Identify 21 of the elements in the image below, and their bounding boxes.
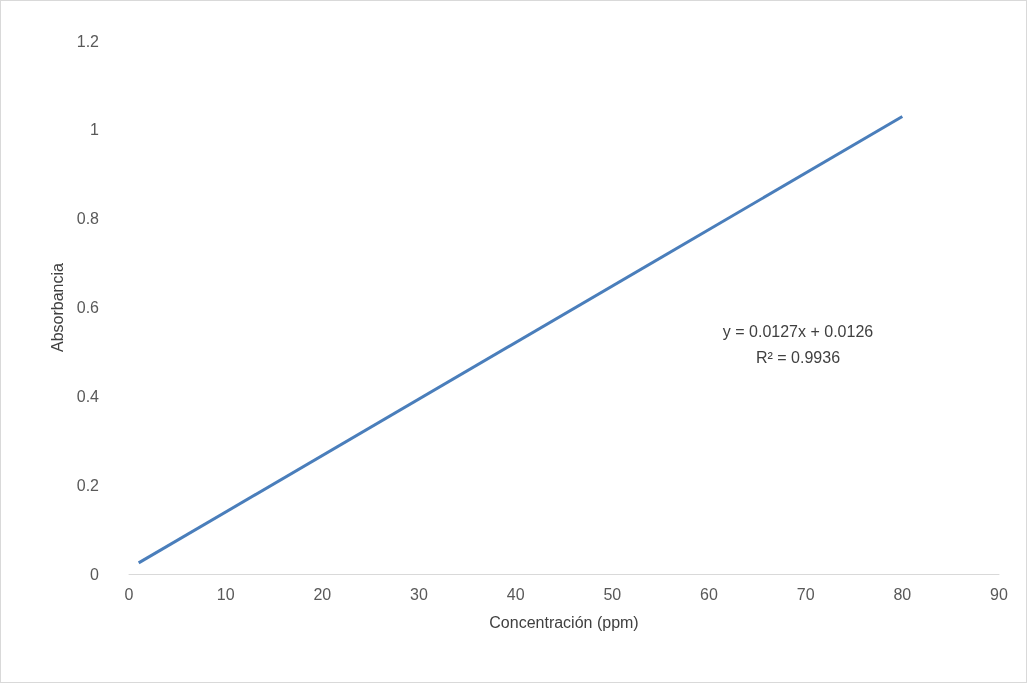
y-tick-label: 0.8	[76, 210, 100, 228]
x-tick-label: 30	[410, 585, 428, 603]
y-tick-label: 1	[90, 121, 100, 139]
x-tick-label: 40	[506, 585, 525, 603]
y-tick-label: 1.2	[76, 32, 100, 50]
y-tick-label: 0.4	[76, 387, 100, 405]
y-axis-title: Absorbancia	[49, 262, 67, 352]
x-axis-title: Concentración (ppm)	[489, 613, 639, 631]
y-tick-label: 0	[90, 565, 100, 583]
x-tick-label: 80	[893, 585, 912, 603]
x-tick-label: 20	[313, 585, 332, 603]
annotation: y = 0.0127x + 0.0126	[722, 322, 874, 340]
annotation: R² = 0.9936	[755, 348, 841, 366]
y-tick-label: 0.2	[76, 476, 100, 494]
x-tick-label: 90	[990, 585, 1008, 603]
x-tick-label: 70	[796, 585, 815, 603]
y-tick-label: 0.6	[76, 299, 100, 316]
x-tick-label: 50	[603, 585, 622, 603]
x-tick-label: 60	[700, 585, 718, 603]
x-tick-label: 0	[124, 585, 134, 603]
x-tick-label: 10	[216, 585, 235, 603]
